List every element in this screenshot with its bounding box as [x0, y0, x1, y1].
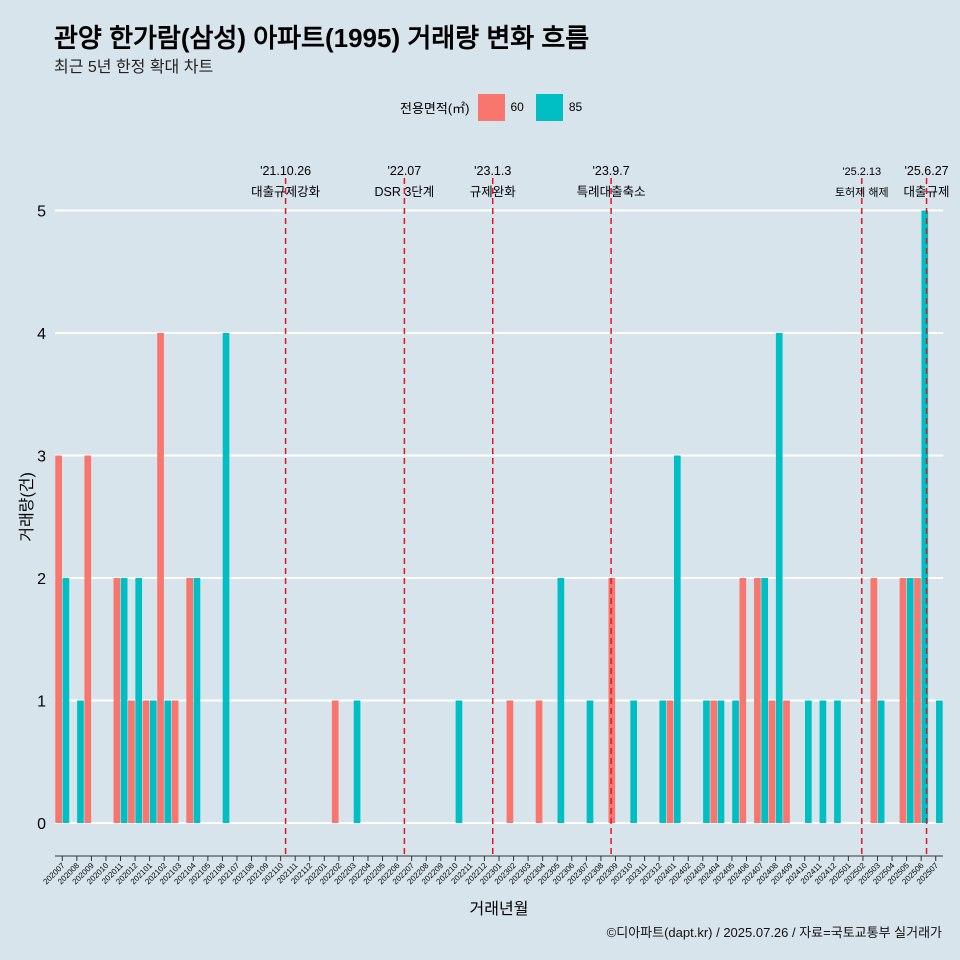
y-tick-label: 3 — [37, 449, 46, 466]
bar-60-202009 — [84, 455, 92, 823]
bar-60-202406 — [739, 578, 747, 823]
y-tick-label: 4 — [37, 326, 46, 343]
bar-85-202312 — [659, 700, 667, 823]
bar-60-202104 — [186, 578, 193, 823]
bar-60-202404 — [710, 700, 718, 823]
event-date-3: '23.1.3 — [474, 164, 511, 178]
y-tick-label: 1 — [37, 694, 46, 711]
bar-85-202203 — [353, 700, 361, 823]
bar-60-202101 — [142, 700, 150, 823]
legend-title: 전용면적(㎡) — [400, 100, 470, 116]
bar-60-202503 — [870, 578, 878, 823]
bar-85-202412 — [834, 700, 841, 823]
event-date-6: '25.6.27 — [905, 164, 949, 178]
event-label-1: 대출규제강화 — [251, 185, 321, 199]
bar-85-202410 — [805, 700, 812, 823]
bar-85-202102 — [164, 700, 172, 823]
bar-85-202408 — [775, 333, 783, 823]
bar-85-202505 — [906, 578, 914, 823]
bar-85-202310 — [630, 700, 637, 823]
bar-85-202101 — [149, 700, 157, 823]
bar-60-202407 — [754, 578, 761, 823]
event-date-5: '25.2.13 — [842, 166, 881, 178]
bar-60-202102 — [157, 333, 164, 823]
bar-85-202106 — [222, 333, 230, 823]
bar-85-202307 — [586, 700, 594, 823]
legend: 전용면적(㎡) 60 85 — [400, 93, 594, 121]
y-axis-title: 거래량(건) — [18, 472, 36, 542]
bar-60-202202 — [331, 700, 339, 823]
bar-60-202302 — [506, 700, 514, 823]
event-date-1: '21.10.26 — [260, 164, 311, 178]
bar-85-202305 — [557, 578, 565, 823]
bar-60-202007 — [55, 455, 62, 823]
bar-85-202403 — [703, 700, 710, 823]
bar-60-202103 — [171, 700, 179, 823]
y-tick-label: 5 — [37, 204, 46, 221]
event-label-4: 특례대출축소 — [577, 185, 646, 199]
event-label-2: DSR 3단계 — [374, 185, 434, 199]
bar-85-202210 — [455, 700, 463, 823]
bar-60-202401 — [666, 700, 674, 823]
bar-85-202507 — [936, 700, 943, 823]
bar-60-202011 — [113, 578, 121, 823]
event-label-5: 토허제 해제 — [835, 185, 889, 199]
bar-85-202401 — [673, 455, 681, 823]
y-tick-label: 2 — [37, 571, 46, 588]
chart-subtitle: 최근 5년 한정 확대 차트 — [54, 59, 214, 76]
event-date-4: '23.9.7 — [593, 164, 630, 178]
bar-85-202008 — [77, 700, 84, 823]
credit-text: ©디아파트(dapt.kr) / 2025.07.26 / 자료=국토교통부 실… — [606, 925, 942, 940]
bar-60-202012 — [128, 700, 135, 823]
bar-85-202007 — [62, 578, 70, 823]
x-axis-title: 거래년월 — [470, 900, 529, 918]
legend-label-85: 85 — [568, 100, 583, 114]
event-label-3: 규제완화 — [470, 185, 517, 199]
bar-85-202404 — [717, 700, 725, 823]
legend-key-60 — [477, 93, 505, 121]
bar-60-202304 — [535, 700, 543, 823]
y-tick-label: 0 — [37, 816, 46, 833]
bar-85-202411 — [819, 700, 827, 823]
bar-85-202405 — [732, 700, 739, 823]
legend-label-60: 60 — [510, 100, 524, 114]
bar-60-202505 — [899, 578, 907, 823]
chart-title: 관양 한가람(삼성) 아파트(1995) 거래량 변화 흐름 — [54, 23, 590, 53]
legend-key-85 — [535, 93, 563, 121]
bar-60-202409 — [783, 700, 790, 823]
bar-60-202506 — [914, 578, 921, 823]
event-date-2: '22.07 — [388, 164, 422, 178]
bar-85-202011 — [120, 578, 128, 823]
bar-85-202503 — [877, 700, 885, 823]
bar-85-202506 — [921, 210, 929, 823]
bar-85-202407 — [761, 578, 769, 823]
bar-60-202408 — [768, 700, 776, 823]
bar-85-202012 — [135, 578, 143, 823]
bar-85-202104 — [193, 578, 201, 823]
event-label-6: 대출규제 — [904, 185, 950, 199]
